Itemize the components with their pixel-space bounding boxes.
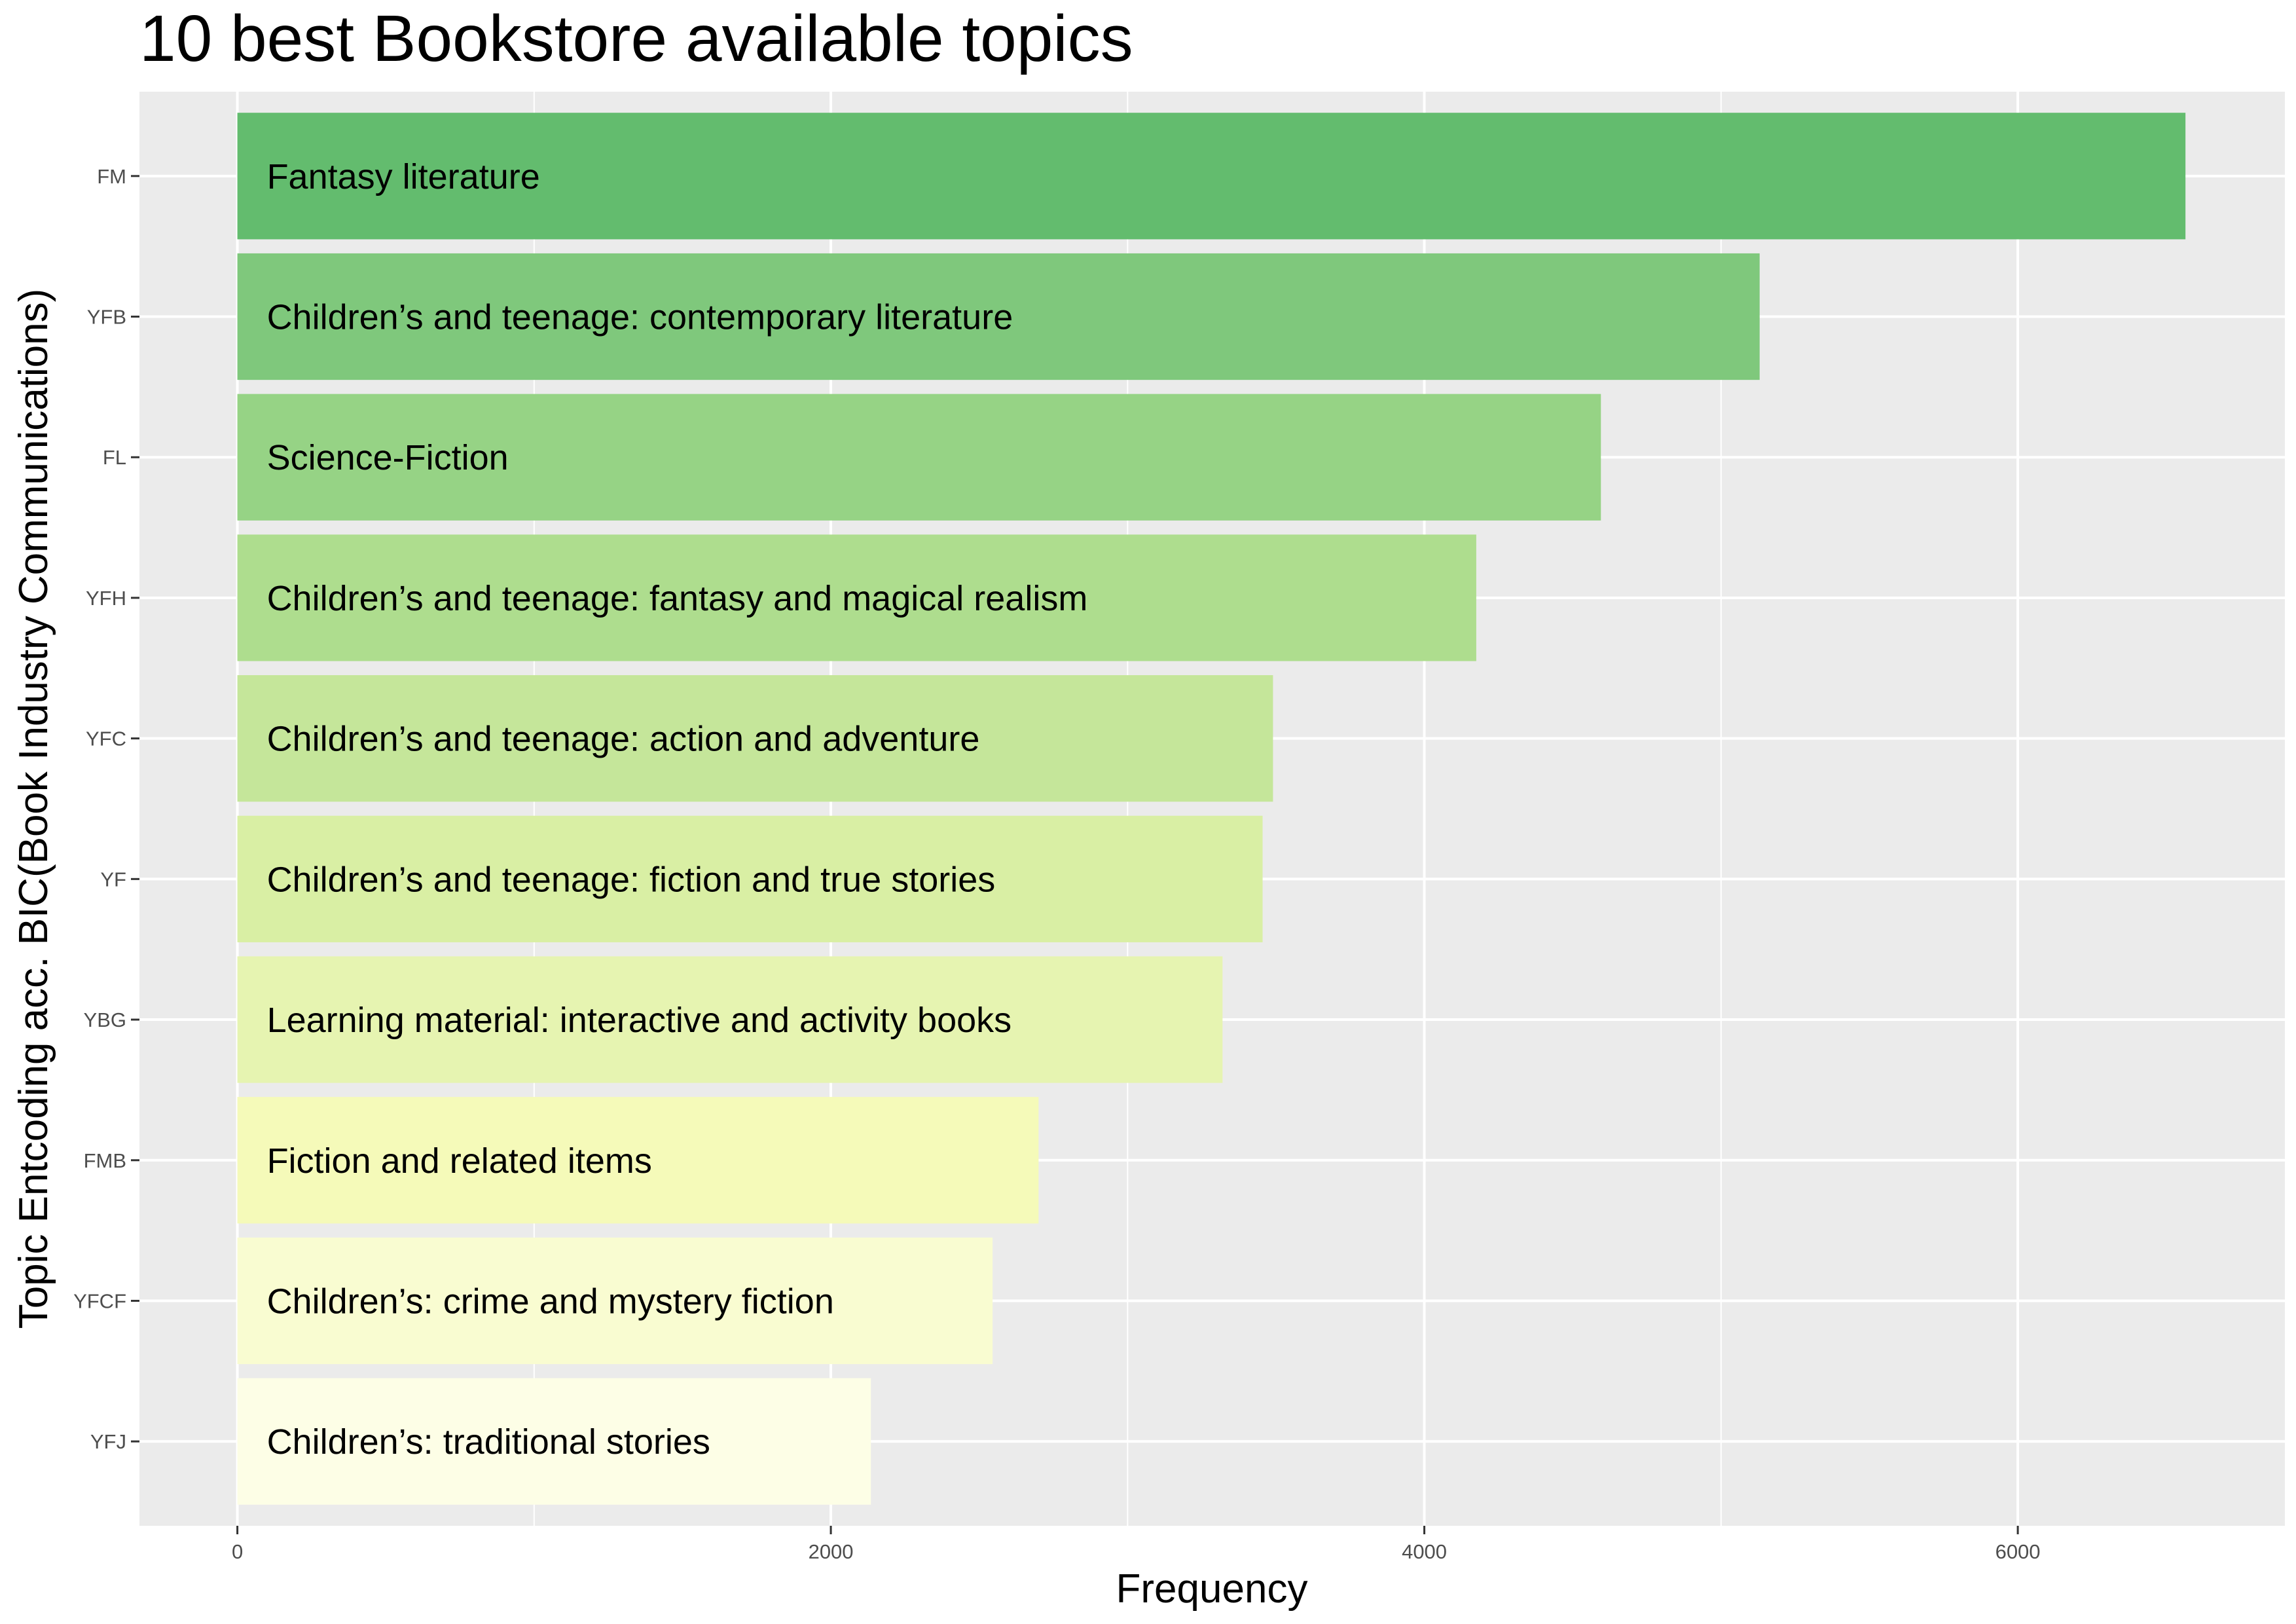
y-axis-title: Topic Entcoding acc. BIC(Book Industry C… (11, 289, 56, 1329)
bar-label: Children’s and teenage: contemporary lit… (267, 298, 1013, 337)
chart-title: 10 best Bookstore available topics (139, 2, 1133, 75)
bar-fmb (237, 1097, 1039, 1224)
bar-yfc (237, 675, 1273, 802)
bar-yfcf (237, 1237, 993, 1365)
x-tick-label: 2000 (809, 1540, 854, 1563)
x-tick-label: 4000 (1402, 1540, 1447, 1563)
y-tick-label: YFH (86, 587, 126, 610)
bar-label: Science-Fiction (267, 438, 509, 477)
y-tick-label: FL (103, 446, 126, 469)
bar-fm (237, 113, 2186, 240)
bar-label: Children’s: crime and mystery fiction (267, 1282, 834, 1321)
x-axis-title: Frequency (1116, 1566, 1308, 1612)
x-tick-label: 0 (232, 1540, 243, 1563)
bar-yf (237, 815, 1263, 942)
x-axis: 0 2000 4000 6000 (232, 1526, 2041, 1563)
bar-label: Fiction and related items (267, 1141, 652, 1181)
y-tick-label: YBG (84, 1008, 126, 1031)
y-tick-label: YFB (87, 306, 126, 329)
x-tick-label: 6000 (1995, 1540, 2041, 1563)
bar-label: Children’s and teenage: fiction and true… (267, 860, 996, 899)
y-tick-label: YFCF (73, 1289, 126, 1312)
bar-label: Fantasy literature (267, 157, 540, 196)
y-tick-label: YFJ (90, 1430, 126, 1453)
bar-label: Children’s and teenage: fantasy and magi… (267, 579, 1088, 618)
bar-label: Children’s: traditional stories (267, 1422, 710, 1462)
bar-yfb (237, 253, 1760, 380)
y-axis: FM YFB FL YFH YFC YF YBG FMB YFCF YFJ (73, 165, 139, 1453)
bar-yfj (237, 1378, 871, 1505)
bar-yfh (237, 534, 1476, 661)
y-tick-label: YFC (86, 728, 126, 750)
bar-label: Learning material: interactive and activ… (267, 1001, 1012, 1040)
y-tick-label: FMB (84, 1149, 126, 1172)
bar-ybg (237, 956, 1223, 1083)
bar-label: Children’s and teenage: action and adven… (267, 720, 980, 759)
bars (237, 113, 2186, 1505)
y-tick-label: FM (97, 165, 126, 188)
bar-labels: Fantasy literature Children’s and teenage… (267, 157, 1088, 1462)
bar-fl (237, 394, 1601, 521)
y-tick-label: YF (100, 868, 126, 891)
